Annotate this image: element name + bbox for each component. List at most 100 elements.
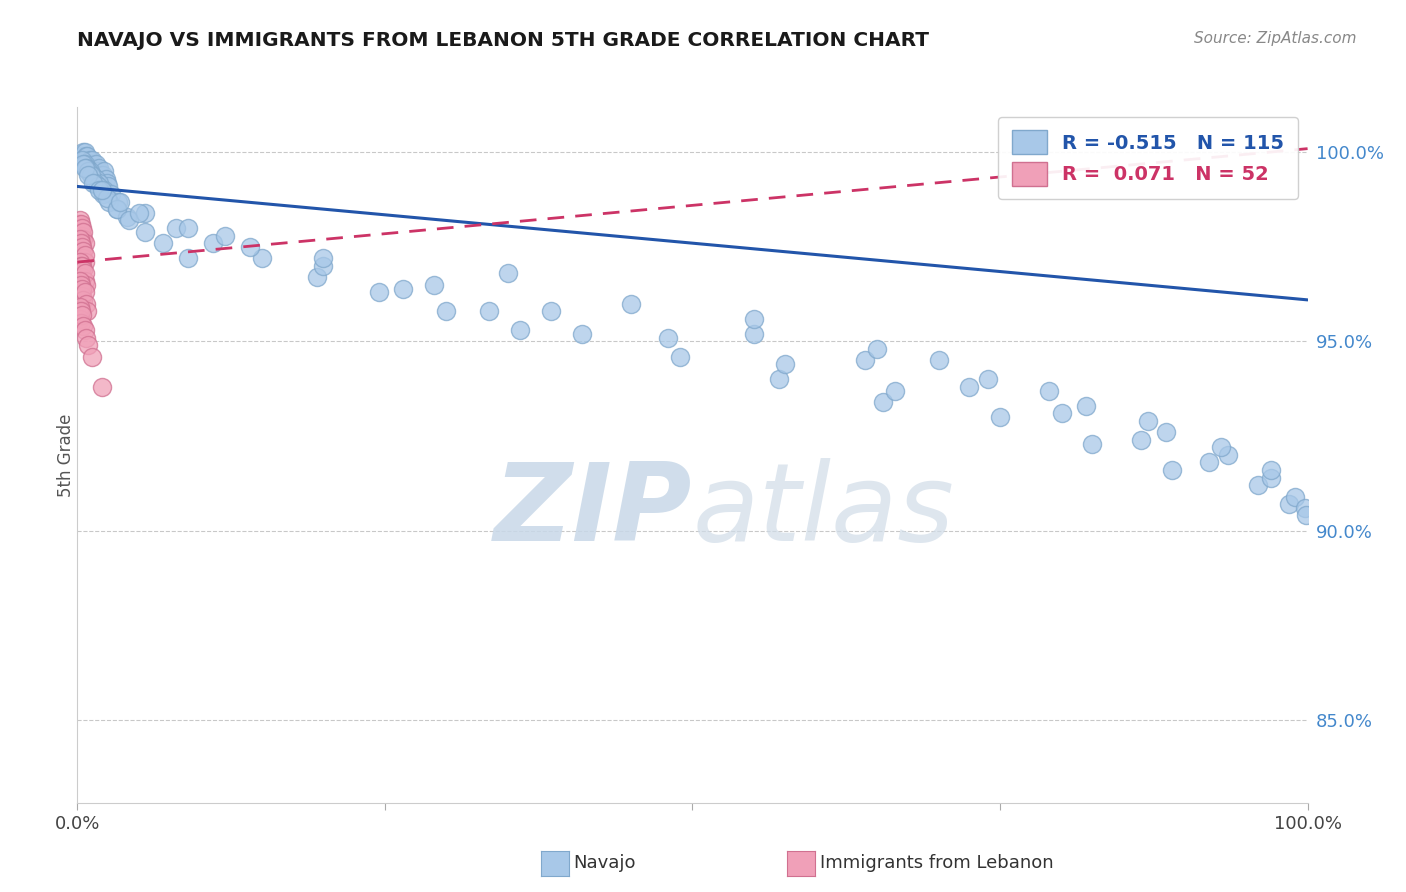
Point bbox=[76, 153, 98, 167]
Point bbox=[110, 194, 132, 209]
Point bbox=[478, 304, 501, 318]
Point bbox=[75, 296, 97, 310]
Point bbox=[884, 384, 907, 398]
Point bbox=[73, 255, 96, 269]
Point bbox=[72, 293, 94, 307]
Point bbox=[70, 277, 93, 292]
Point bbox=[312, 259, 335, 273]
Point bbox=[69, 221, 91, 235]
Point bbox=[571, 326, 593, 341]
Point bbox=[70, 228, 93, 243]
Point bbox=[83, 176, 105, 190]
Point bbox=[70, 267, 93, 281]
Point bbox=[866, 342, 889, 356]
Point bbox=[77, 168, 100, 182]
Point bbox=[75, 157, 97, 171]
Point bbox=[82, 153, 104, 167]
Point bbox=[70, 221, 93, 235]
Point bbox=[69, 301, 91, 315]
Point bbox=[70, 304, 93, 318]
Point bbox=[100, 187, 122, 202]
Point bbox=[89, 183, 111, 197]
Point bbox=[70, 236, 93, 251]
Point bbox=[773, 357, 796, 371]
Point bbox=[70, 217, 93, 231]
Point bbox=[69, 232, 91, 246]
Point bbox=[496, 267, 519, 281]
Point bbox=[115, 210, 138, 224]
Point bbox=[79, 164, 101, 178]
Point bbox=[152, 236, 174, 251]
Point bbox=[1154, 425, 1177, 440]
Point bbox=[76, 304, 98, 318]
Point bbox=[1198, 455, 1220, 469]
Point bbox=[436, 304, 458, 318]
Point bbox=[1294, 500, 1316, 515]
Point bbox=[540, 304, 562, 318]
Point bbox=[82, 168, 104, 182]
Point bbox=[1211, 441, 1233, 455]
Point bbox=[75, 161, 97, 175]
Point bbox=[1247, 478, 1270, 492]
Point bbox=[1136, 414, 1159, 428]
Point bbox=[107, 194, 129, 209]
Point bbox=[72, 157, 94, 171]
Point bbox=[77, 157, 100, 171]
Point bbox=[73, 323, 96, 337]
Point bbox=[86, 168, 108, 182]
Text: Immigrants from Lebanon: Immigrants from Lebanon bbox=[820, 855, 1053, 872]
Point bbox=[977, 372, 1000, 386]
Text: ZIP: ZIP bbox=[494, 458, 693, 564]
Point bbox=[105, 202, 128, 216]
Point bbox=[90, 380, 114, 394]
Point bbox=[957, 380, 980, 394]
Text: Navajo: Navajo bbox=[574, 855, 636, 872]
Point bbox=[72, 149, 94, 163]
Point bbox=[69, 274, 91, 288]
Point bbox=[392, 281, 415, 295]
Point bbox=[307, 270, 329, 285]
Point bbox=[201, 236, 224, 251]
Point bbox=[76, 161, 98, 175]
Point bbox=[768, 372, 790, 386]
Point bbox=[1216, 448, 1239, 462]
Point bbox=[134, 206, 156, 220]
Point bbox=[509, 323, 531, 337]
Point bbox=[67, 217, 90, 231]
Point bbox=[118, 213, 141, 227]
Point bbox=[1076, 399, 1098, 413]
Point bbox=[239, 240, 262, 254]
Point bbox=[70, 149, 93, 163]
Point bbox=[69, 311, 91, 326]
Point bbox=[67, 304, 90, 318]
Point bbox=[73, 247, 96, 261]
Point bbox=[1081, 436, 1104, 450]
Text: atlas: atlas bbox=[693, 458, 955, 563]
Point bbox=[90, 172, 114, 186]
Point bbox=[75, 331, 97, 345]
Point bbox=[1038, 384, 1060, 398]
Point bbox=[423, 277, 446, 292]
Point bbox=[312, 252, 335, 266]
Point bbox=[70, 270, 93, 285]
Point bbox=[96, 191, 118, 205]
Point bbox=[77, 338, 100, 352]
Point bbox=[105, 202, 128, 216]
Point bbox=[620, 296, 643, 310]
Legend: R = -0.515   N = 115, R =  0.071   N = 52: R = -0.515 N = 115, R = 0.071 N = 52 bbox=[998, 117, 1298, 199]
Point bbox=[97, 179, 120, 194]
Point bbox=[87, 168, 110, 182]
Point bbox=[82, 164, 104, 178]
Point bbox=[177, 252, 200, 266]
Point bbox=[93, 164, 115, 178]
Point bbox=[72, 225, 94, 239]
Point bbox=[1284, 490, 1306, 504]
Point bbox=[70, 240, 93, 254]
Point bbox=[77, 164, 100, 178]
Point bbox=[669, 350, 692, 364]
Point bbox=[73, 274, 96, 288]
Point bbox=[742, 311, 765, 326]
Point bbox=[79, 153, 101, 167]
Point bbox=[69, 255, 91, 269]
Point bbox=[70, 308, 93, 322]
